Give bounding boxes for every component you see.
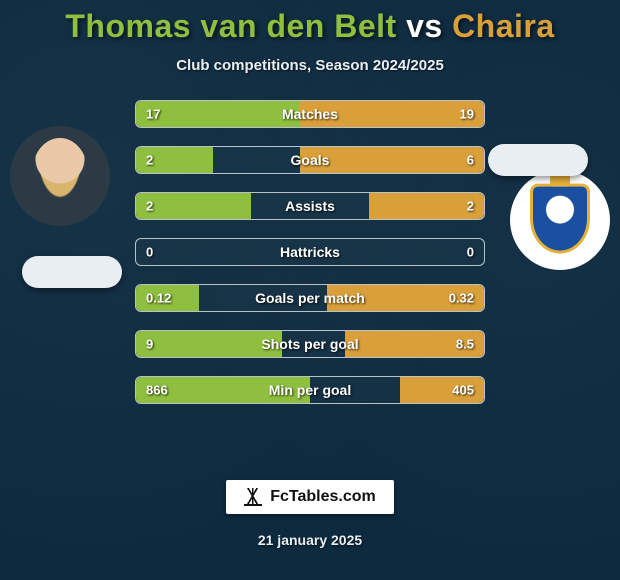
stat-value-right: 19 bbox=[460, 107, 474, 122]
stat-value-right: 0 bbox=[467, 245, 474, 260]
stat-row: 0.12 0.32 Goals per match bbox=[135, 284, 485, 312]
stat-value-right: 2 bbox=[467, 199, 474, 214]
stat-value-left: 9 bbox=[146, 337, 153, 352]
comparison-title: Thomas van den Belt vs Chaira bbox=[0, 8, 620, 45]
stat-value-right: 6 bbox=[467, 153, 474, 168]
shield-icon bbox=[530, 184, 590, 254]
brand-tag: FcTables.com bbox=[226, 480, 394, 514]
stat-value-left: 0.12 bbox=[146, 291, 171, 306]
stat-label: Goals bbox=[291, 152, 330, 168]
player1-avatar bbox=[10, 126, 110, 226]
stat-label: Goals per match bbox=[255, 290, 365, 306]
stat-value-left: 866 bbox=[146, 383, 168, 398]
stat-row: 9 8.5 Shots per goal bbox=[135, 330, 485, 358]
stat-row: 866 405 Min per goal bbox=[135, 376, 485, 404]
stat-value-right: 0.32 bbox=[449, 291, 474, 306]
stat-value-left: 2 bbox=[146, 153, 153, 168]
stat-value-left: 0 bbox=[146, 245, 153, 260]
subtitle: Club competitions, Season 2024/2025 bbox=[0, 57, 620, 74]
title-player2: Chaira bbox=[452, 8, 555, 44]
stats-panel: 17 19 Matches 2 6 Goals 2 2 Assists 0 0 Hattricks 0.… bbox=[135, 100, 485, 404]
stat-value-left: 2 bbox=[146, 199, 153, 214]
player2-club-badge bbox=[510, 170, 610, 270]
stat-row: 2 6 Goals bbox=[135, 146, 485, 174]
stat-value-right: 405 bbox=[452, 383, 474, 398]
stat-label: Hattricks bbox=[280, 244, 340, 260]
brand-label: FcTables.com bbox=[270, 488, 376, 506]
stat-bar-left bbox=[136, 331, 282, 357]
stat-value-right: 8.5 bbox=[456, 337, 474, 352]
stat-value-left: 17 bbox=[146, 107, 160, 122]
fctables-logo-icon bbox=[244, 488, 262, 506]
stat-row: 0 0 Hattricks bbox=[135, 238, 485, 266]
stat-label: Assists bbox=[285, 198, 335, 214]
player1-club-pill bbox=[22, 256, 122, 288]
stat-bar-left bbox=[136, 101, 300, 127]
player2-club-pill bbox=[488, 144, 588, 176]
stat-label: Min per goal bbox=[269, 382, 351, 398]
stat-row: 17 19 Matches bbox=[135, 100, 485, 128]
title-vs: vs bbox=[406, 8, 443, 44]
stat-row: 2 2 Assists bbox=[135, 192, 485, 220]
stat-label: Matches bbox=[282, 106, 338, 122]
footer-date: 21 january 2025 bbox=[0, 532, 620, 548]
title-player1: Thomas van den Belt bbox=[65, 8, 396, 44]
stat-label: Shots per goal bbox=[261, 336, 358, 352]
